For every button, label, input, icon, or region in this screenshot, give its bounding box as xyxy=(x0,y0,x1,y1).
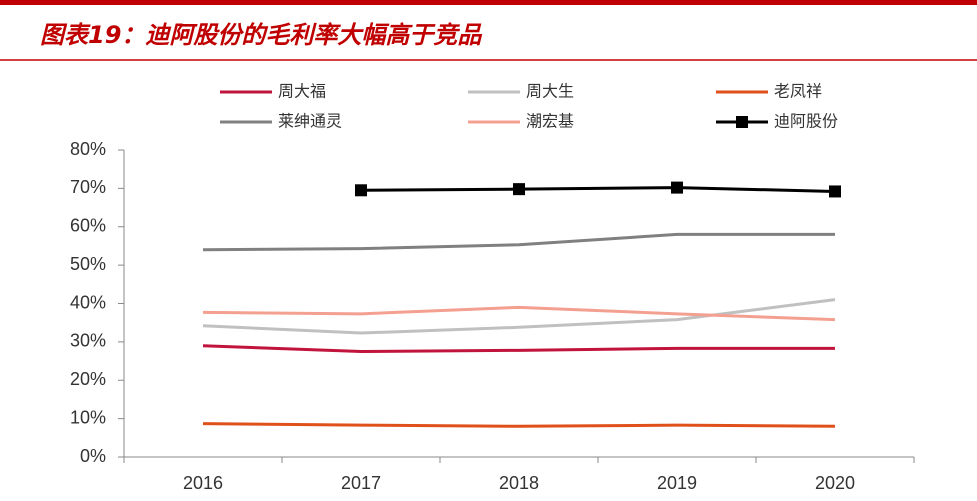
legend-label: 老凤祥 xyxy=(774,82,822,101)
series-line xyxy=(202,232,835,252)
y-tick-label: 0% xyxy=(80,446,106,466)
legend-label: 迪阿股份 xyxy=(774,112,838,131)
top-bar xyxy=(0,0,977,5)
legend-label: 周大福 xyxy=(278,82,326,101)
y-tick-label: 40% xyxy=(70,292,106,312)
y-tick-label: 30% xyxy=(70,331,106,351)
legend-marker xyxy=(736,116,748,128)
y-tick-label: 50% xyxy=(70,254,106,274)
y-tick-label: 20% xyxy=(70,369,106,389)
y-tick-label: 70% xyxy=(70,177,106,197)
y-tick-label: 60% xyxy=(70,216,106,236)
marker xyxy=(355,184,367,197)
chart-title: 图表19：迪阿股份的毛利率大幅高于竞品 xyxy=(40,21,482,49)
series-line xyxy=(202,344,835,353)
series-line xyxy=(202,305,836,322)
series-line xyxy=(202,422,836,428)
x-tick-label: 2017 xyxy=(341,473,381,493)
marker xyxy=(829,185,841,198)
legend-label: 周大生 xyxy=(526,82,574,101)
legend-label: 莱绅通灵 xyxy=(278,112,342,131)
series-line xyxy=(202,298,836,335)
legend-label: 潮宏基 xyxy=(526,112,574,131)
y-tick-label: 80% xyxy=(70,139,106,159)
marker xyxy=(513,183,525,196)
series-line xyxy=(360,186,836,193)
x-tick-label: 2018 xyxy=(499,473,539,493)
y-tick-label: 10% xyxy=(70,407,106,427)
x-tick-label: 2016 xyxy=(183,473,223,493)
x-tick-label: 2019 xyxy=(657,473,697,493)
marker xyxy=(671,181,683,194)
x-tick-label: 2020 xyxy=(815,473,855,493)
